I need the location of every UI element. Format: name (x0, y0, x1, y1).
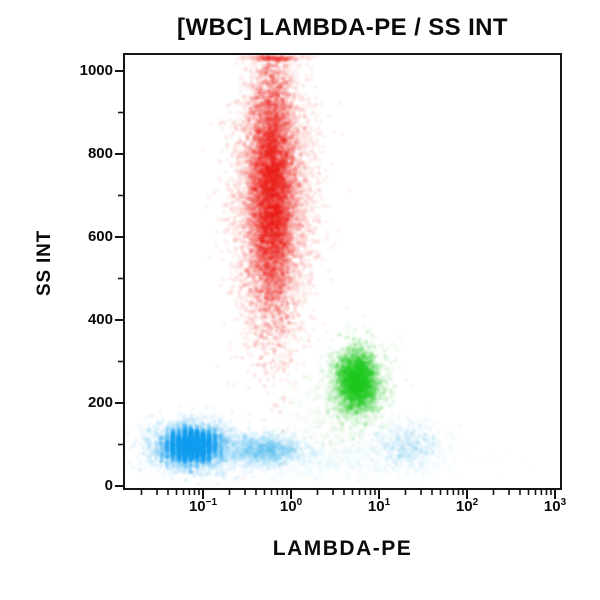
x-tick-label: 103 (543, 497, 567, 515)
y-tick-label: 200 (87, 394, 113, 411)
x-axis-title: LAMBDA-PE (272, 537, 413, 560)
x-tick-label: 100 (279, 497, 303, 515)
y-tick-label: 800 (87, 145, 113, 162)
y-tick-label: 600 (87, 228, 113, 245)
y-tick-label: 400 (87, 311, 113, 328)
x-tick-label: 101 (367, 497, 391, 515)
x-tick-label: 10−1 (188, 497, 218, 515)
y-tick-label: 1000 (79, 62, 113, 79)
scatter-canvas (125, 55, 560, 488)
x-tick-label: 102 (455, 497, 479, 515)
chart-title: [WBC] LAMBDA-PE / SS INT (177, 14, 508, 41)
y-tick-label: 0 (104, 477, 113, 494)
y-axis-title: SS INT (34, 229, 55, 297)
